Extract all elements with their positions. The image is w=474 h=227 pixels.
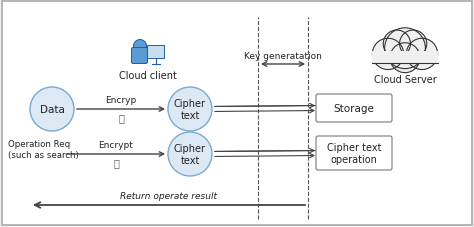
FancyBboxPatch shape <box>131 48 147 64</box>
Text: ⚿: ⚿ <box>113 157 119 167</box>
Text: Encrypt: Encrypt <box>99 140 134 149</box>
Text: Cipher text
operation: Cipher text operation <box>327 143 381 164</box>
Text: Key generatation: Key generatation <box>244 52 322 61</box>
Circle shape <box>30 88 74 131</box>
Text: Cipher
text: Cipher text <box>174 99 206 120</box>
FancyBboxPatch shape <box>147 46 164 59</box>
Circle shape <box>384 29 425 69</box>
Text: Cloud Server: Cloud Server <box>374 75 437 85</box>
Circle shape <box>168 88 212 131</box>
Circle shape <box>134 40 146 53</box>
Circle shape <box>383 31 410 58</box>
Text: Data: Data <box>39 105 64 114</box>
Text: Return operate result: Return operate result <box>120 191 218 200</box>
Circle shape <box>406 39 438 70</box>
Text: Cipher
text: Cipher text <box>174 143 206 165</box>
Text: Storage: Storage <box>334 104 374 114</box>
Text: Encryp: Encryp <box>105 96 137 105</box>
Text: Operation Req
(such as search): Operation Req (such as search) <box>8 140 79 159</box>
Text: Cloud client: Cloud client <box>119 71 177 81</box>
Circle shape <box>390 44 420 73</box>
Circle shape <box>373 39 404 70</box>
FancyBboxPatch shape <box>373 52 438 63</box>
FancyBboxPatch shape <box>316 95 392 122</box>
Circle shape <box>168 132 212 176</box>
FancyBboxPatch shape <box>316 136 392 170</box>
FancyBboxPatch shape <box>2 2 472 225</box>
Text: ⚿: ⚿ <box>118 113 124 122</box>
Circle shape <box>400 31 427 58</box>
